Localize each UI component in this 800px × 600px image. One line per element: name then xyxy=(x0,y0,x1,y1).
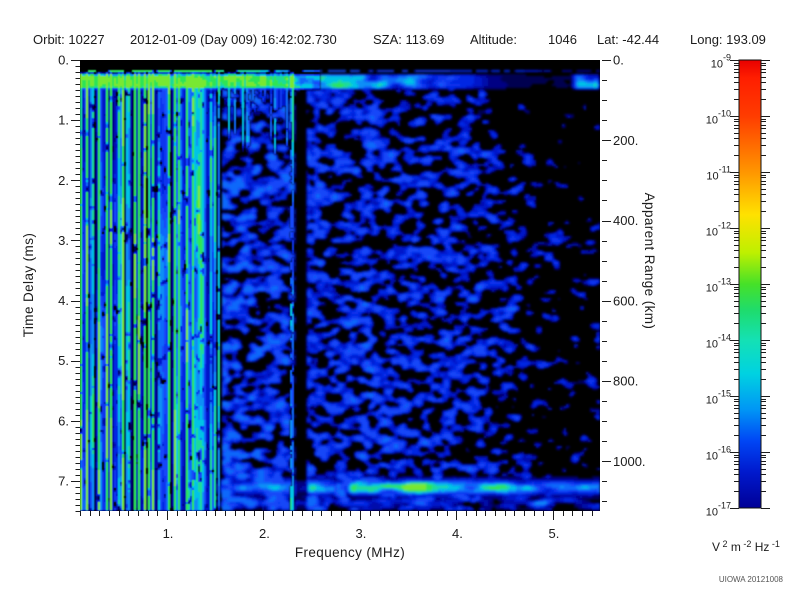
svg-text:Lat: -42.44: Lat: -42.44 xyxy=(597,32,659,47)
svg-text:2.: 2. xyxy=(58,173,69,188)
svg-text:UIOWA 20121008: UIOWA 20121008 xyxy=(719,575,784,584)
svg-text:2012-01-09 (Day 009) 16:42:02.: 2012-01-09 (Day 009) 16:42:02.730 xyxy=(130,32,337,47)
svg-text:Frequency (MHz): Frequency (MHz) xyxy=(295,545,405,560)
svg-text:1.: 1. xyxy=(163,526,174,541)
svg-text:Apparent Range (km): Apparent Range (km) xyxy=(642,193,657,330)
svg-text:400.: 400. xyxy=(613,213,638,228)
svg-text:4.: 4. xyxy=(452,526,463,541)
svg-text:SZA: 113.69: SZA: 113.69 xyxy=(373,32,444,47)
svg-text:200.: 200. xyxy=(613,133,638,148)
svg-text:0.: 0. xyxy=(58,53,69,68)
svg-text:2.: 2. xyxy=(259,526,270,541)
svg-text:3.: 3. xyxy=(356,526,367,541)
svg-text:5.: 5. xyxy=(548,526,559,541)
svg-text:600.: 600. xyxy=(613,293,638,308)
svg-text:Long: 193.09: Long: 193.09 xyxy=(690,32,766,47)
svg-text:1046: 1046 xyxy=(548,32,577,47)
svg-text:800.: 800. xyxy=(613,374,638,389)
svg-text:Altitude:: Altitude: xyxy=(470,32,517,47)
svg-text:Orbit: 10227: Orbit: 10227 xyxy=(33,32,105,47)
svg-text:4.: 4. xyxy=(58,293,69,308)
svg-text:6.: 6. xyxy=(58,413,69,428)
svg-text:5.: 5. xyxy=(58,353,69,368)
svg-text:7.: 7. xyxy=(58,473,69,488)
svg-text:1000.: 1000. xyxy=(613,454,646,469)
svg-text:1.: 1. xyxy=(58,113,69,128)
svg-text:0.: 0. xyxy=(613,53,624,68)
svg-text:Time Delay (ms): Time Delay (ms) xyxy=(21,233,36,338)
svg-text:3.: 3. xyxy=(58,233,69,248)
svg-text:V 2 m -2 Hz -1: V 2 m -2 Hz -1 xyxy=(712,539,780,554)
